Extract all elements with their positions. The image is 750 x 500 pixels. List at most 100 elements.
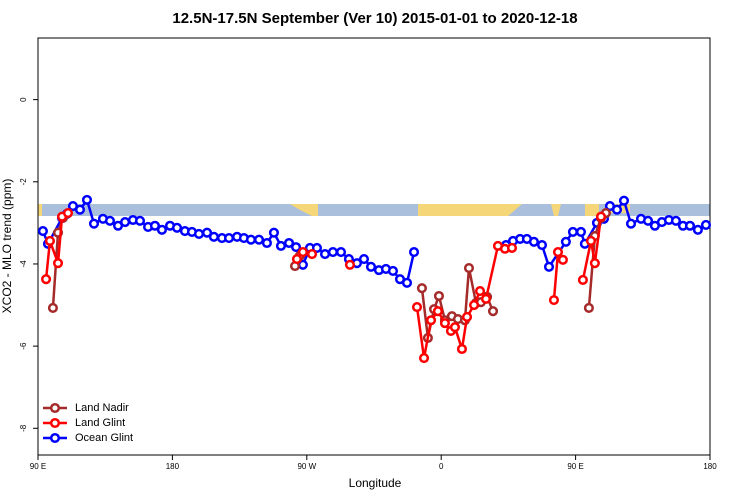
legend-label: Land Glint bbox=[75, 417, 125, 429]
y-tick-label: -8 bbox=[19, 424, 28, 432]
y-tick-label: -6 bbox=[19, 342, 28, 350]
data-point bbox=[536, 240, 548, 251]
x-axis-label: Longitude bbox=[349, 476, 402, 490]
data-point bbox=[81, 194, 93, 205]
data-point bbox=[700, 219, 712, 230]
data-point bbox=[52, 258, 64, 269]
legend-marker bbox=[49, 417, 61, 429]
land-band bbox=[551, 204, 561, 216]
data-point bbox=[261, 237, 272, 249]
data-point bbox=[474, 286, 486, 297]
data-point bbox=[223, 233, 235, 244]
legend-marker bbox=[49, 402, 61, 414]
data-point bbox=[506, 242, 518, 253]
data-point bbox=[319, 249, 331, 260]
data-point bbox=[456, 343, 468, 355]
plot-frame bbox=[37, 37, 711, 456]
data-point bbox=[692, 224, 703, 235]
data-point bbox=[408, 246, 420, 258]
data-point bbox=[335, 246, 347, 258]
legend-marker bbox=[49, 432, 61, 444]
data-point bbox=[611, 204, 623, 215]
data-point bbox=[171, 222, 183, 233]
x-tick-label: 90 E bbox=[567, 462, 583, 471]
data-point bbox=[575, 226, 587, 237]
x-tick-label: 180 bbox=[703, 462, 717, 471]
data-point bbox=[297, 246, 308, 258]
data-point bbox=[44, 235, 55, 247]
data-point bbox=[104, 215, 116, 226]
data-point bbox=[557, 254, 568, 265]
data-point bbox=[37, 226, 48, 237]
data-point bbox=[528, 236, 539, 247]
data-point bbox=[268, 227, 279, 238]
data-point bbox=[245, 234, 256, 245]
data-point bbox=[201, 227, 213, 238]
data-point bbox=[589, 258, 600, 269]
legend-label: Ocean Glint bbox=[75, 432, 133, 444]
chart-title: 12.5N-17.5N September (Ver 10) 2015-01-0… bbox=[172, 10, 577, 27]
data-point bbox=[88, 218, 100, 229]
data-point bbox=[583, 302, 594, 313]
data-point bbox=[433, 290, 445, 302]
data-point bbox=[275, 240, 287, 251]
data-point bbox=[449, 322, 460, 333]
data-point bbox=[387, 265, 399, 276]
data-point bbox=[156, 224, 167, 235]
data-point bbox=[41, 274, 52, 285]
data-point bbox=[62, 207, 74, 219]
data-point bbox=[487, 306, 499, 317]
data-point bbox=[461, 311, 473, 323]
x-tick-label: 180 bbox=[166, 462, 180, 471]
data-point bbox=[134, 215, 146, 226]
data-point bbox=[684, 220, 696, 231]
data-point bbox=[463, 263, 475, 274]
data-point bbox=[432, 306, 443, 317]
data-point bbox=[290, 242, 302, 253]
x-tick-label: 90 E bbox=[30, 462, 46, 471]
y-tick-label: -2 bbox=[19, 178, 28, 186]
data-point bbox=[618, 195, 630, 206]
data-point bbox=[469, 299, 480, 311]
data-point bbox=[401, 277, 413, 288]
data-point bbox=[193, 228, 205, 240]
land-band bbox=[290, 204, 318, 216]
data-point bbox=[439, 318, 450, 329]
data-point bbox=[425, 315, 437, 326]
data-point bbox=[480, 293, 492, 304]
data-point bbox=[577, 274, 588, 286]
data-point bbox=[344, 259, 356, 270]
data-point bbox=[416, 283, 427, 294]
data-point bbox=[120, 217, 131, 228]
data-point bbox=[253, 234, 265, 245]
land-band bbox=[506, 204, 522, 216]
data-point bbox=[365, 261, 377, 272]
data-point bbox=[283, 237, 295, 249]
data-point bbox=[543, 261, 555, 272]
data-point bbox=[306, 249, 318, 260]
data-point bbox=[585, 235, 597, 247]
data-point bbox=[595, 211, 607, 222]
data-point bbox=[625, 218, 637, 229]
data-point bbox=[327, 246, 338, 258]
y-tick-label: 0 bbox=[19, 97, 28, 102]
land-band bbox=[38, 204, 42, 216]
land-band bbox=[585, 204, 599, 216]
data-point bbox=[642, 215, 654, 226]
data-point bbox=[552, 246, 564, 258]
legend-label: Land Nadir bbox=[75, 402, 129, 414]
data-point bbox=[358, 253, 370, 265]
x-tick-label: 90 W bbox=[297, 462, 316, 471]
data-point bbox=[560, 236, 571, 247]
ocean-band bbox=[38, 204, 710, 216]
y-axis-label: XCO2 - MLO trend (ppm) bbox=[0, 179, 14, 314]
data-point bbox=[567, 226, 578, 237]
data-point bbox=[548, 295, 559, 306]
data-point bbox=[47, 302, 58, 313]
land-band bbox=[418, 204, 506, 216]
data-point bbox=[670, 215, 682, 226]
data-point bbox=[291, 253, 302, 265]
